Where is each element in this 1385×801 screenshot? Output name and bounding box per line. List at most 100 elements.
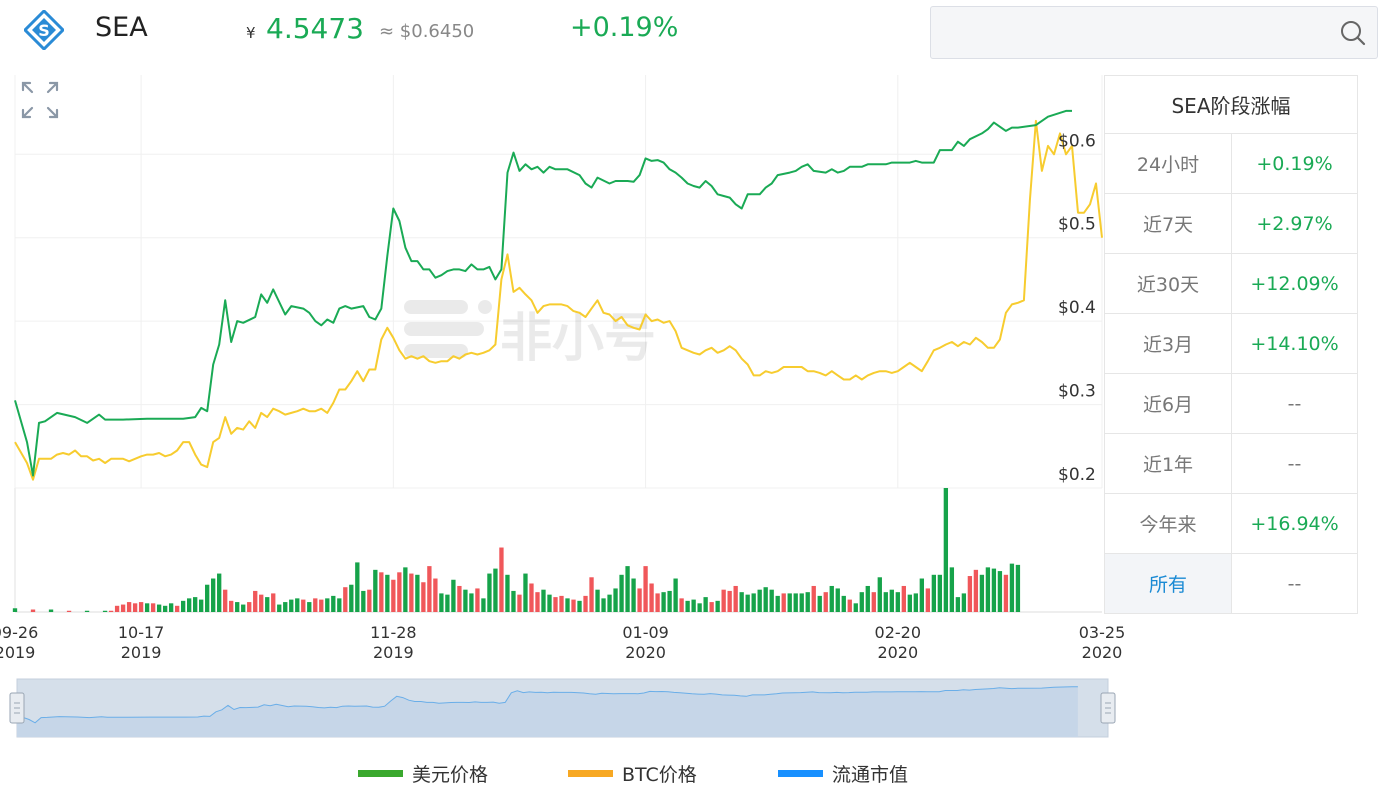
- volume-bar: [763, 587, 768, 612]
- volume-bar: [48, 609, 54, 612]
- volume-bar: [445, 594, 450, 612]
- price-chart[interactable]: 非小号 $0.2$0.3$0.4$0.5$0.6 09-26201910-172…: [0, 0, 1385, 760]
- volume-bar: [349, 584, 354, 612]
- x-tick-label: 10-17: [118, 623, 165, 642]
- stats-value: --: [1231, 553, 1358, 614]
- volume-bar: [961, 593, 967, 612]
- stats-label[interactable]: 近3月: [1104, 313, 1232, 374]
- change-24h: +0.19%: [570, 12, 679, 43]
- y-axis-ticks: $0.2 $0.3 $0.4 $0.5 $0.6: [1058, 131, 1096, 485]
- volume-bar: [217, 573, 222, 612]
- volume-bar: [289, 599, 294, 612]
- navigator-line: [16, 686, 1078, 724]
- volume-bar: [841, 595, 846, 612]
- y-tick-label: $0.2: [1058, 465, 1096, 485]
- volume-bar: [283, 602, 288, 612]
- volume-bar: [168, 603, 174, 612]
- volume-bar: [565, 598, 570, 612]
- stats-label[interactable]: 所有: [1104, 553, 1232, 614]
- volume-bar: [931, 574, 937, 612]
- volume-bar: [559, 595, 564, 612]
- svg-text:S: S: [38, 21, 50, 40]
- legend-swatch: [568, 770, 613, 777]
- volume-bar: [505, 574, 510, 612]
- watermark-logo: 非小号: [404, 300, 656, 369]
- volume-bar: [229, 600, 234, 612]
- stats-label[interactable]: 今年来: [1104, 493, 1232, 554]
- search-input[interactable]: [930, 6, 1378, 59]
- volume-bar: [259, 594, 264, 612]
- volume-bar: [343, 587, 348, 612]
- x-tick-year: 2019: [373, 643, 414, 662]
- volume-bar: [685, 600, 690, 612]
- volume-bar: [853, 603, 858, 612]
- stats-label[interactable]: 近30天: [1104, 253, 1232, 314]
- volume-bar: [799, 593, 804, 612]
- volume-bar: [583, 595, 588, 612]
- volume-bars: [12, 488, 1021, 612]
- volume-bar: [319, 599, 324, 612]
- volume-bar: [847, 599, 852, 612]
- volume-bar: [601, 598, 606, 612]
- x-axis-ticks: 09-26201910-17201911-28201901-09202002-2…: [0, 623, 1125, 662]
- volume-bar: [247, 602, 252, 612]
- legend-label: 流通市值: [832, 764, 909, 786]
- volume-bar: [553, 597, 558, 612]
- x-tick-label: 11-28: [370, 623, 417, 642]
- sea-logo-icon: S: [24, 10, 64, 50]
- volume-bar: [211, 578, 216, 612]
- stats-value: +12.09%: [1231, 253, 1358, 314]
- volume-bar: [517, 594, 522, 612]
- x-tick-year: 2020: [625, 643, 666, 662]
- volume-bar: [769, 589, 774, 612]
- volume-bar: [679, 598, 684, 612]
- volume-bar: [235, 602, 240, 612]
- y-tick-label: $0.6: [1058, 131, 1096, 151]
- volume-bar: [241, 604, 246, 612]
- volume-bar: [313, 598, 318, 612]
- x-tick-label: 01-09: [622, 623, 669, 642]
- price-lines: [14, 109, 1103, 481]
- volume-bar: [787, 593, 792, 612]
- volume-bar: [114, 605, 120, 612]
- x-tick-label: 02-20: [875, 623, 922, 642]
- volume-bar: [223, 589, 228, 612]
- volume-bar: [481, 598, 486, 612]
- stats-label[interactable]: 近7天: [1104, 193, 1232, 254]
- stats-label[interactable]: 24小时: [1104, 133, 1232, 194]
- volume-bar: [451, 579, 456, 612]
- legend-item-mcap[interactable]: 流通市值: [778, 760, 908, 787]
- volume-bar: [577, 600, 582, 612]
- volume-bar: [174, 605, 180, 612]
- volume-bar: [901, 585, 906, 612]
- search-icon[interactable]: [1339, 19, 1367, 47]
- y-tick-label: $0.5: [1058, 215, 1096, 235]
- volume-bar: [781, 593, 786, 612]
- volume-bar: [193, 597, 198, 612]
- stats-row-all: 所有 --: [1104, 553, 1358, 614]
- volume-bar: [132, 603, 138, 612]
- volume-bar: [997, 571, 1003, 612]
- coin-name: SEA: [95, 12, 148, 43]
- legend-item-btc[interactable]: BTC价格: [568, 760, 697, 787]
- volume-bar: [439, 593, 444, 612]
- volume-bar: [667, 590, 672, 612]
- stats-row-ytd: 今年来 +16.94%: [1104, 493, 1358, 554]
- volume-bar: [186, 598, 192, 612]
- volume-bar: [733, 585, 738, 612]
- volume-bar: [895, 592, 900, 612]
- volume-bar: [811, 585, 816, 612]
- stats-label[interactable]: 近6月: [1104, 373, 1232, 434]
- volume-bar: [937, 574, 943, 612]
- expand-icon[interactable]: [20, 80, 60, 120]
- stats-title: SEA阶段涨幅: [1104, 75, 1358, 134]
- stats-label[interactable]: 近1年: [1104, 433, 1232, 494]
- volume-bar: [373, 569, 378, 612]
- volume-bar: [337, 598, 342, 612]
- legend-item-usd[interactable]: 美元价格: [358, 760, 488, 787]
- volume-bar: [775, 595, 780, 612]
- volume-bar: [156, 604, 162, 612]
- volume-bar: [607, 594, 612, 612]
- volume-bar: [745, 594, 750, 612]
- stats-value: +14.10%: [1231, 313, 1358, 374]
